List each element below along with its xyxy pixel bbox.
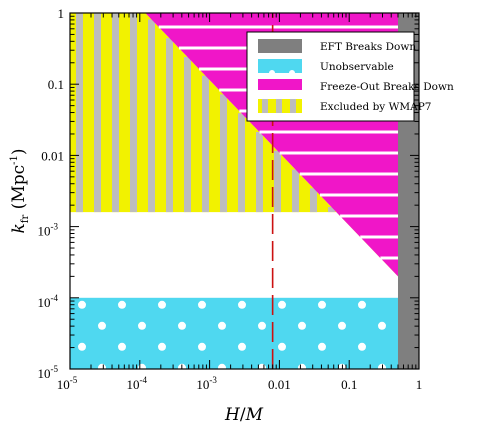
region-unobservable <box>70 297 406 369</box>
legend-swatch <box>258 59 302 76</box>
unobservable-dot <box>378 363 386 369</box>
unobservable-dot <box>358 342 366 351</box>
legend-swatch <box>258 79 302 93</box>
legend-swatch-dot <box>269 70 275 76</box>
wmap7-stripe <box>76 13 83 213</box>
unobservable-dot <box>98 363 106 369</box>
unobservable-dot <box>198 342 206 351</box>
unobservable-dot <box>158 342 166 351</box>
x-tick-label: 10-3 <box>196 375 217 392</box>
legend-label: Excluded by WMAP7 <box>320 101 431 113</box>
legend-swatch-stripe <box>290 99 296 113</box>
wmap7-stripe <box>130 13 137 213</box>
wmap7-stripe <box>292 169 299 213</box>
unobservable-dot <box>78 342 86 351</box>
unobservable-dot <box>138 321 146 330</box>
wmap7-stripe <box>184 56 191 213</box>
unobservable-dot <box>138 363 146 369</box>
unobservable-dot <box>238 300 246 309</box>
unobservable-dot <box>258 321 266 330</box>
wmap7-stripe <box>148 19 155 213</box>
unobservable-dot <box>278 342 286 351</box>
unobservable-dot <box>298 363 306 369</box>
legend-swatch-stripe <box>258 90 302 93</box>
unobservable-dot <box>318 300 326 309</box>
unobservable-dot <box>118 342 126 351</box>
freeze-out-stripe <box>259 130 419 134</box>
unobservable-dot <box>318 342 326 351</box>
unobservable-dot <box>218 363 226 369</box>
y-tick-label: 10-3 <box>38 222 59 239</box>
legend-swatch <box>258 39 302 53</box>
freeze-out-stripe <box>340 214 419 218</box>
wmap7-stripe <box>94 13 101 213</box>
unobservable-dot <box>78 300 86 309</box>
x-axis-title: H/M <box>224 405 264 425</box>
y-tick-label: 10-5 <box>38 364 59 381</box>
y-tick-label: 0.1 <box>48 77 64 92</box>
y-axis-title: kfr (Mpc-1) <box>9 148 31 233</box>
wmap7-stripe <box>238 113 245 213</box>
legend-swatch-fill <box>258 39 302 53</box>
legend-label: Freeze-Out Breaks Down <box>320 81 454 93</box>
legend-swatch <box>258 99 302 113</box>
wmap7-stripe <box>220 94 227 213</box>
unobservable-dot <box>98 321 106 330</box>
unobservable-dot <box>218 321 226 330</box>
wmap7-stripe <box>256 132 263 213</box>
unobservable-dot <box>118 300 126 309</box>
y-tick-label: 10-4 <box>38 293 59 310</box>
wmap7-stripe <box>112 13 119 213</box>
legend-swatch-stripe <box>276 99 282 113</box>
legend: EFT Breaks Down Unobservable Freeze-Out Br… <box>246 31 454 122</box>
unobservable-dot <box>378 321 386 330</box>
unobservable-fill <box>70 297 398 369</box>
unobservable-dot <box>238 342 246 351</box>
x-tick-label: 0.01 <box>268 377 291 392</box>
unobservable-dot <box>358 300 366 309</box>
freeze-out-stripe <box>299 172 419 176</box>
y-tick-label: 0.01 <box>41 148 64 163</box>
legend-swatch-dot <box>289 70 295 76</box>
x-tick-label: 10-4 <box>127 375 148 392</box>
plot-frame <box>69 12 420 370</box>
x-tick-label: 1 <box>416 377 423 392</box>
wmap7-stripe <box>202 75 209 213</box>
unobservable-dot <box>158 300 166 309</box>
wmap7-stripe <box>274 150 281 213</box>
wmap7-stripe <box>328 207 335 213</box>
x-tick-label: 10-5 <box>57 375 78 392</box>
legend-label: EFT Breaks Down <box>320 41 416 53</box>
unobservable-dot <box>178 321 186 330</box>
y-tick-label: 1 <box>58 6 65 21</box>
freeze-out-stripe <box>360 235 419 239</box>
freeze-out-stripe <box>279 151 419 155</box>
unobservable-dot <box>338 321 346 330</box>
wmap7-stripe <box>310 188 317 213</box>
freeze-out-stripe <box>319 193 419 197</box>
legend-label: Unobservable <box>320 61 394 73</box>
unobservable-dot <box>258 363 266 369</box>
region-excluded-by-wmap7 <box>70 13 398 277</box>
unobservable-dot <box>298 321 306 330</box>
x-tick-label: 0.1 <box>341 377 357 392</box>
legend-swatch-fill <box>258 79 302 93</box>
legend-swatch-stripe <box>262 99 268 113</box>
legend-swatch-fill <box>258 59 302 73</box>
freeze-out-stripe <box>158 25 419 29</box>
unobservable-dot <box>198 300 206 309</box>
unobservable-dot <box>278 300 286 309</box>
wmap7-stripe <box>166 38 173 213</box>
axis-ticks: 10-5 10-4 10-3 0.01 0.1 1 10-5 10-4 10-3 0.01 0.1 1 <box>38 6 423 392</box>
